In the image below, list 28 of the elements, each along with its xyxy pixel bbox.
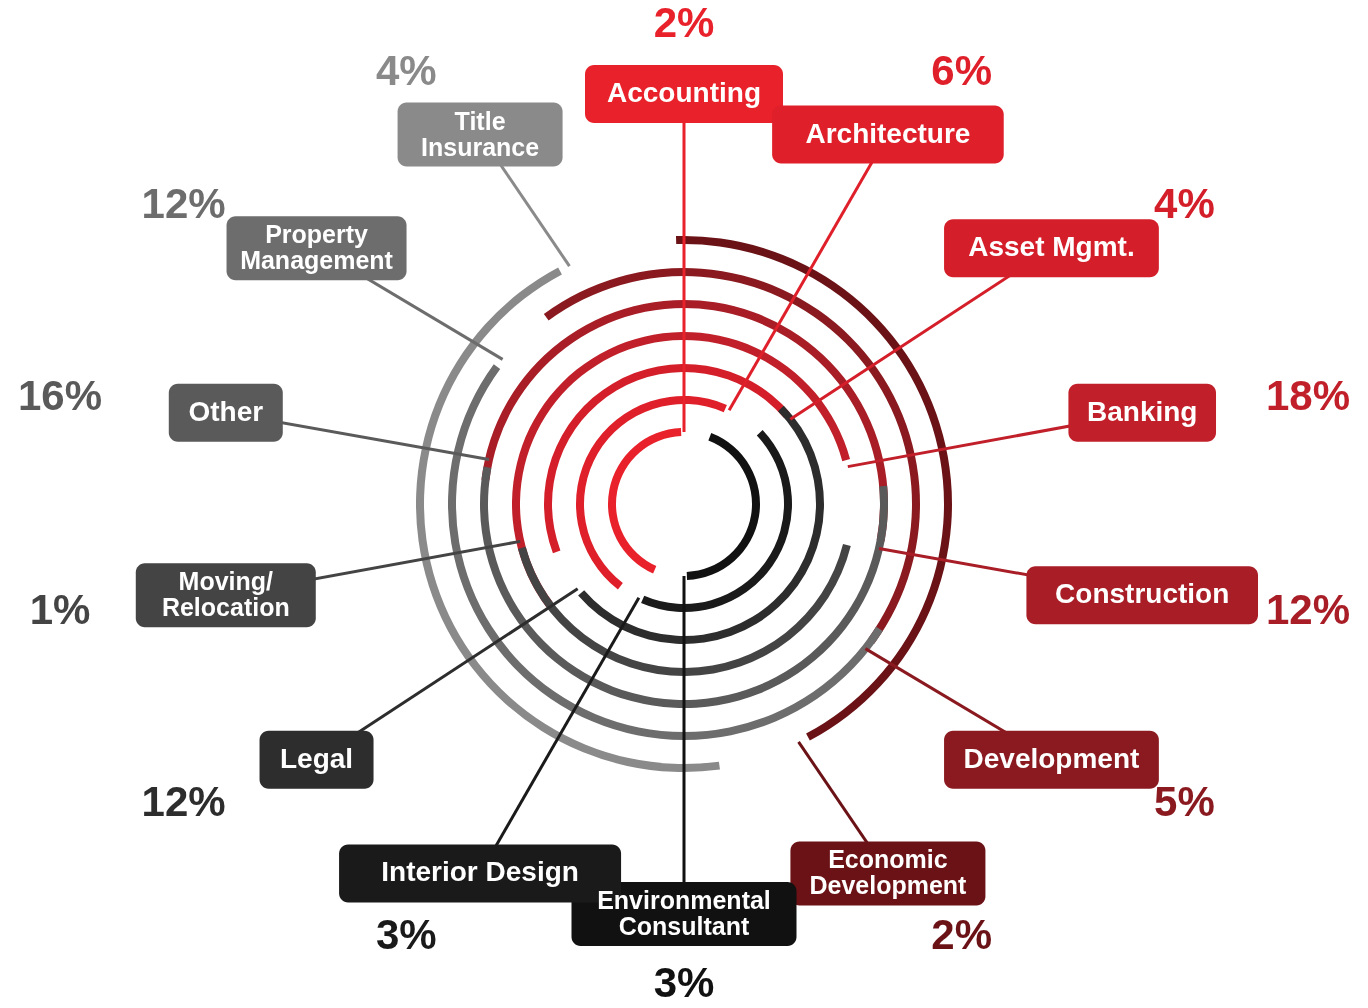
category-label: Construction (1055, 578, 1230, 610)
data-label: 5% (1154, 778, 1215, 826)
category-label: Architecture (805, 117, 971, 149)
data-label: 12% (141, 778, 226, 826)
category-label: Legal (279, 742, 354, 774)
data-label: 12% (1265, 585, 1350, 633)
data-label: 2% (653, 0, 715, 46)
data-label: 3% (653, 959, 715, 1006)
category-label: Economic Development (809, 845, 968, 900)
category-label: Title Insurance (421, 106, 540, 161)
category-label: Moving/ Relocation (161, 567, 290, 622)
category-label: Property Management (240, 220, 394, 275)
data-label: 18% (1265, 372, 1350, 420)
data-label: 16% (18, 372, 103, 420)
data-label: 6% (931, 46, 993, 94)
category-label: Development (963, 742, 1140, 774)
category-label: Banking (1086, 395, 1198, 427)
category-label: Asset Mgmt. (968, 231, 1135, 263)
category-label: Accounting (607, 77, 761, 108)
category-label: Interior Design (381, 856, 579, 888)
data-label: 1% (29, 585, 91, 633)
category-label: Other (188, 395, 264, 427)
data-label: 12% (141, 179, 226, 227)
data-label: 4% (375, 46, 437, 94)
category-label: Environmental Consultant (597, 886, 771, 940)
data-label: 4% (1154, 179, 1215, 227)
data-label: 3% (375, 911, 437, 959)
data-label: 2% (931, 911, 993, 959)
